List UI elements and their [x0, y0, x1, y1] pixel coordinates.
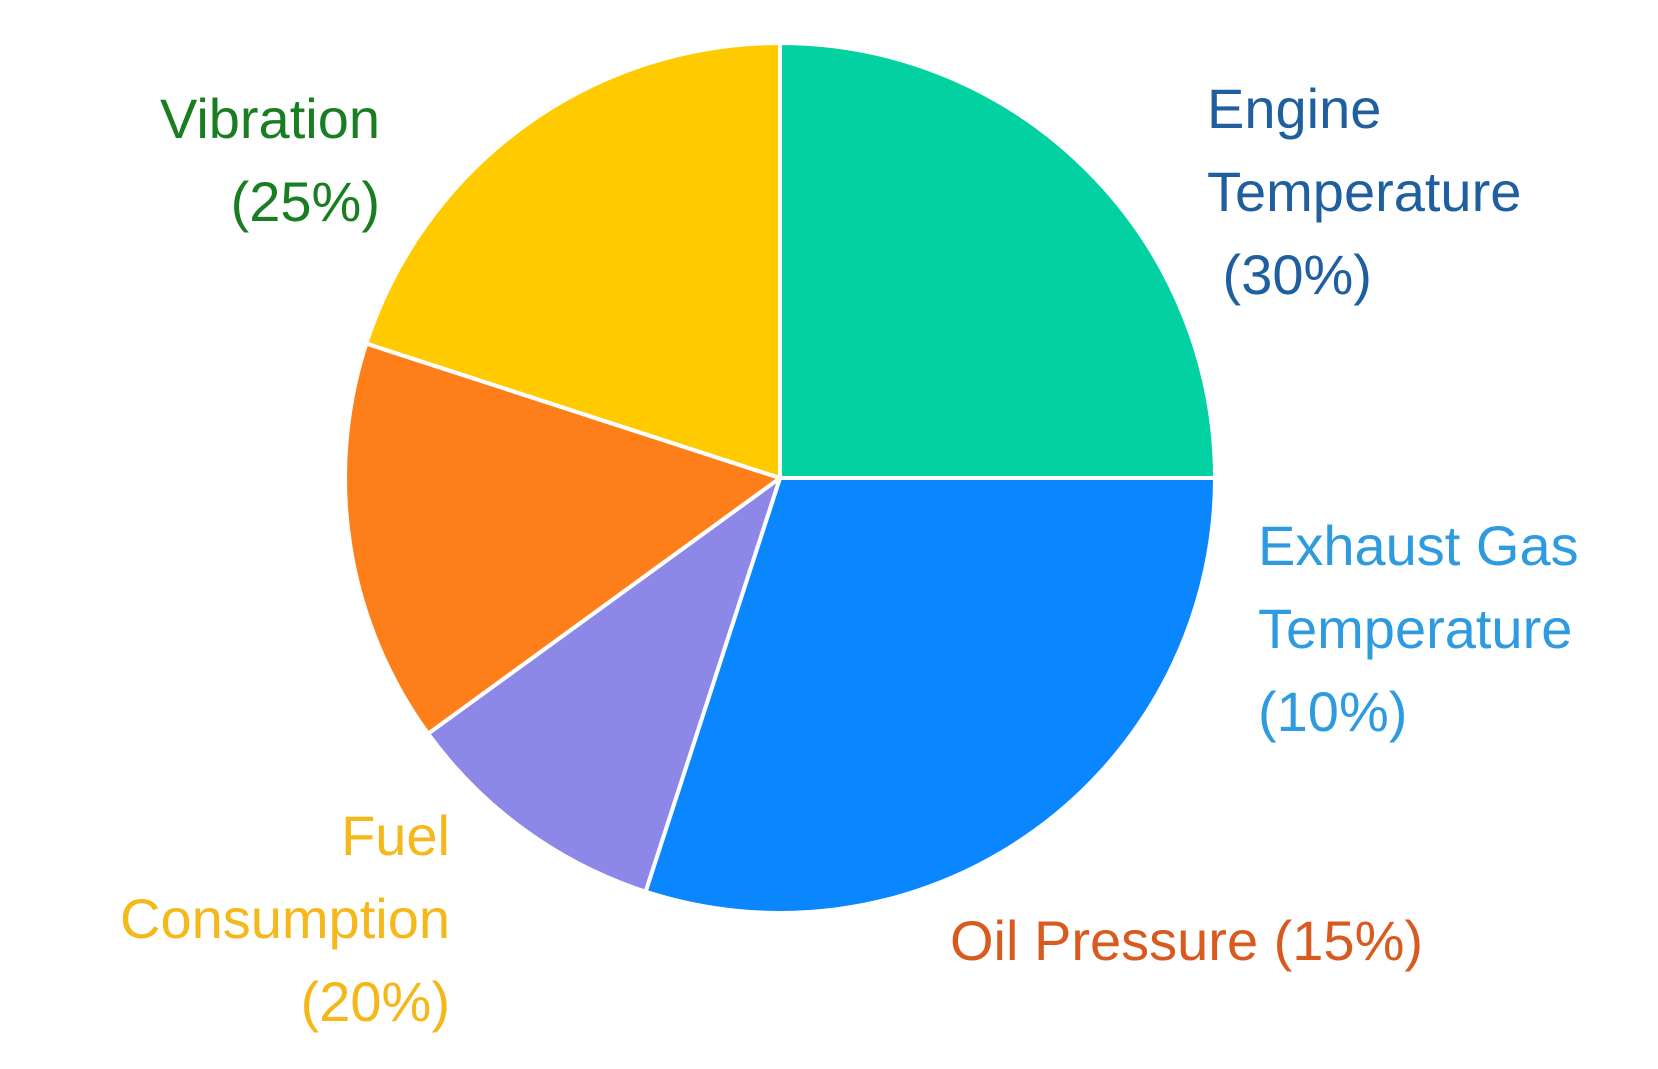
pie-label-oil-pressure: Oil Pressure (15%)	[950, 909, 1423, 972]
pie-label-line: Oil Pressure (15%)	[950, 909, 1423, 972]
pie-slice-engine-temperature	[643, 476, 1217, 915]
pie-slice-vibration	[778, 41, 1217, 480]
pie-label-line: Temperature	[1207, 160, 1521, 223]
pie-label-line: Vibration	[160, 87, 380, 150]
pie-label-engine-temperature: Engine Temperature (30%)	[1207, 77, 1521, 306]
pie-label-vibration: Vibration (25%)	[160, 87, 380, 233]
pie-slice-fuel-consumption	[364, 41, 782, 480]
pie-label-line: Consumption	[120, 887, 450, 950]
pie-label-line: (10%)	[1258, 680, 1407, 743]
pie-label-line: (25%)	[231, 170, 380, 233]
pie-label-line: Fuel	[341, 804, 450, 867]
pie-label-line: Temperature	[1258, 597, 1572, 660]
pie-label-line: Engine	[1207, 77, 1381, 140]
pie-label-line: Exhaust Gas	[1258, 514, 1579, 577]
pie-label-exhaust-gas-temperature: Exhaust Gas Temperature (10%)	[1258, 514, 1579, 743]
pie-label-line: (30%)	[1207, 243, 1372, 306]
pie-label-fuel-consumption: Fuel Consumption (20%)	[120, 804, 450, 1033]
pie-slice-oil-pressure	[343, 341, 782, 736]
pie-label-line: (20%)	[301, 970, 450, 1033]
pie-slices	[343, 41, 1217, 915]
pie-labels: Engine Temperature (30%) Exhaust Gas Temper…	[120, 77, 1579, 1033]
pie-slice-exhaust-gas-temperature	[426, 476, 782, 894]
